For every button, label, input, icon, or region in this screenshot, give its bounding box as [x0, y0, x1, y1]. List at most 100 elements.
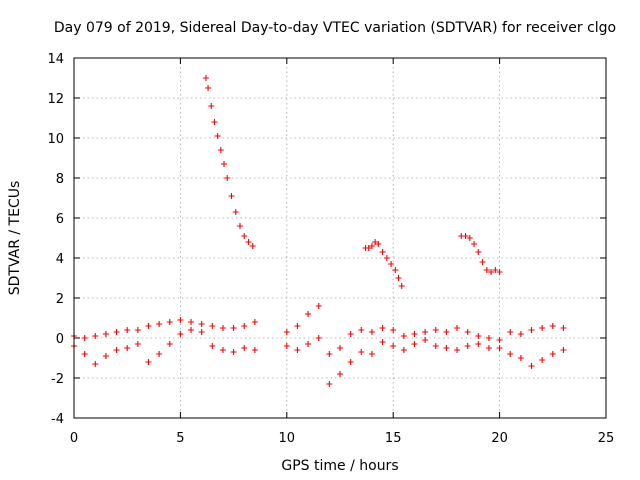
data-point: [496, 337, 503, 343]
y-tick-label: -4: [51, 412, 64, 427]
data-point: [492, 267, 499, 273]
data-point: [432, 327, 439, 333]
data-point: [358, 349, 365, 355]
data-point: [224, 175, 231, 181]
data-point: [166, 341, 173, 347]
data-point: [372, 239, 379, 245]
data-point: [464, 343, 471, 349]
data-point: [464, 329, 471, 335]
series-base-lower: [71, 327, 567, 387]
data-point: [517, 355, 524, 361]
data-point: [517, 331, 524, 337]
data-point: [305, 311, 312, 317]
data-point: [411, 331, 418, 337]
data-point: [81, 351, 88, 357]
x-tick-label: 10: [279, 431, 296, 446]
data-point: [528, 327, 535, 333]
data-point: [102, 353, 109, 359]
data-point: [81, 335, 88, 341]
data-point: [443, 345, 450, 351]
data-point: [145, 323, 152, 329]
grid-lines: [74, 58, 606, 418]
data-point: [113, 347, 120, 353]
x-tick-label: 20: [491, 431, 508, 446]
data-point: [249, 243, 256, 249]
data-point: [205, 85, 212, 91]
data-point: [202, 75, 209, 81]
data-point: [549, 351, 556, 357]
data-point: [188, 327, 195, 333]
data-point: [507, 329, 514, 335]
data-point: [209, 343, 216, 349]
x-tick-label: 5: [176, 431, 184, 446]
data-point: [471, 241, 478, 247]
x-tick-label: 0: [70, 431, 78, 446]
data-point: [124, 345, 131, 351]
data-point: [462, 233, 469, 239]
data-point: [337, 345, 343, 351]
data-point: [347, 359, 354, 365]
data-point: [485, 335, 492, 341]
data-point: [483, 267, 490, 273]
data-point: [188, 319, 195, 325]
data-point: [232, 209, 239, 215]
y-tick-label: -2: [51, 372, 64, 387]
data-point: [379, 249, 386, 255]
data-point: [358, 327, 365, 333]
x-axis-label: GPS time / hours: [281, 458, 398, 474]
data-point: [395, 275, 402, 281]
data-point: [390, 327, 397, 333]
data-point: [134, 327, 141, 333]
series-arc-1: [202, 75, 256, 249]
data-point: [241, 233, 248, 239]
data-point: [560, 325, 567, 331]
data-point: [475, 341, 482, 347]
data-point: [214, 133, 221, 139]
data-point: [198, 321, 205, 327]
data-point: [102, 331, 109, 337]
data-point: [496, 269, 503, 275]
data-point: [368, 351, 375, 357]
data-point: [454, 347, 461, 353]
data-point: [245, 239, 252, 245]
y-tick-label: 10: [47, 132, 64, 147]
y-tick-label: 12: [47, 92, 64, 107]
data-point: [454, 325, 461, 331]
data-point: [375, 241, 382, 247]
data-point: [432, 343, 439, 349]
data-point: [221, 161, 228, 167]
data-point: [379, 325, 386, 331]
y-tick-label: 6: [56, 212, 64, 227]
y-axis-label: SDTVAR / TECUs: [7, 181, 23, 296]
data-point: [219, 325, 226, 331]
data-point: [124, 327, 131, 333]
data-point: [230, 349, 237, 355]
data-point: [166, 319, 173, 325]
data-point: [539, 357, 546, 363]
data-points: [71, 75, 567, 387]
data-point: [368, 243, 375, 249]
data-point: [392, 267, 399, 273]
data-point: [466, 235, 473, 241]
data-point: [475, 249, 482, 255]
data-point: [211, 119, 218, 125]
data-point: [92, 361, 99, 367]
data-point: [305, 341, 312, 347]
data-point: [251, 347, 258, 353]
data-point: [496, 345, 503, 351]
series-arc-2: [362, 239, 405, 289]
data-point: [479, 259, 486, 265]
data-point: [411, 341, 418, 347]
data-point: [400, 347, 407, 353]
data-point: [539, 325, 546, 331]
x-tick-label: 25: [598, 431, 615, 446]
data-point: [241, 323, 248, 329]
data-point: [383, 255, 390, 261]
data-point: [400, 333, 407, 339]
y-tick-label: 8: [56, 172, 64, 187]
data-point: [390, 343, 397, 349]
data-point: [177, 317, 184, 323]
data-point: [422, 329, 429, 335]
data-point: [283, 343, 290, 349]
